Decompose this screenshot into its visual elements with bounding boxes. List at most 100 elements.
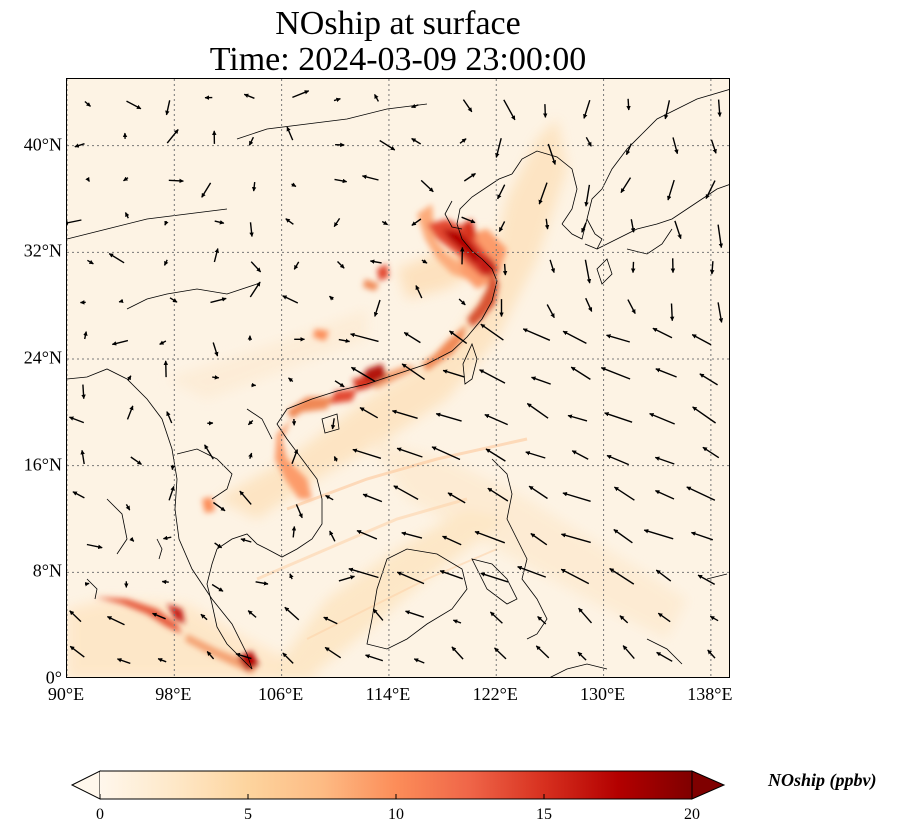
wind-arrow <box>295 504 303 519</box>
map-title: NOship at surface <box>275 5 521 42</box>
wind-arrow <box>405 610 425 618</box>
wind-arrow <box>291 449 299 465</box>
wind-arrow <box>690 531 714 541</box>
wind-arrow <box>240 537 252 543</box>
wind-arrow <box>381 220 388 226</box>
lon-tick-label: 130°E <box>579 684 626 704</box>
wind-arrow <box>126 375 132 381</box>
wind-arrow <box>324 646 342 659</box>
wind-arrow <box>204 444 214 460</box>
wind-arrow <box>87 259 94 265</box>
wind-arrow <box>359 406 379 419</box>
wind-arrow <box>415 285 423 299</box>
lat-tick-label: 24°N <box>23 347 62 368</box>
wind-arrow <box>577 651 587 661</box>
wind-arrow <box>503 99 516 121</box>
wind-arrow <box>338 575 355 582</box>
wind-arrow <box>461 216 476 224</box>
wind-arrow <box>396 571 425 585</box>
wind-arrow <box>250 261 262 273</box>
wind-arrow <box>458 298 466 306</box>
colorbar-label: NOship (ppbv) <box>768 770 877 790</box>
wind-arrow <box>686 486 716 501</box>
wind-arrow <box>442 369 465 378</box>
wind-arrow <box>210 297 227 304</box>
wind-arrow <box>338 338 351 344</box>
wind-arrow <box>643 529 674 540</box>
wind-arrow <box>348 567 379 579</box>
wind-arrow <box>116 658 131 665</box>
wind-arrow <box>669 303 675 322</box>
wind-arrow <box>498 221 506 232</box>
colorbar-tick-label: 10 <box>388 806 404 823</box>
wind-arrow <box>585 297 593 312</box>
wind-arrow <box>537 615 547 625</box>
wind-arrow <box>626 98 631 111</box>
wind-arrow <box>333 97 341 102</box>
wind-arrow <box>570 366 591 380</box>
wind-arrow <box>655 368 677 378</box>
wind-arrow <box>584 184 591 207</box>
wind-arrow <box>487 487 509 502</box>
wind-arrow <box>439 570 463 580</box>
wind-arrow <box>69 610 82 623</box>
wind-arrow <box>81 384 86 400</box>
wind-arrow <box>691 333 712 346</box>
wind-arrow <box>699 373 718 386</box>
wind-arrow <box>84 581 90 587</box>
colorbar-tickmarks <box>99 794 693 799</box>
wind-arrow <box>674 220 682 240</box>
wind-arrow <box>431 446 461 461</box>
wind-arrow <box>585 136 592 147</box>
wind-arrow <box>74 143 85 148</box>
wind-arrow <box>106 615 125 626</box>
wind-arrow <box>620 177 632 193</box>
wind-arrow <box>546 304 555 319</box>
wind-arrow <box>288 377 294 383</box>
wind-arrow <box>630 219 636 233</box>
wind-arrow <box>535 645 550 659</box>
wind-arrow <box>495 138 502 158</box>
wind-arrow <box>413 658 425 664</box>
wind-arrow <box>292 90 310 99</box>
wind-arrow <box>411 218 422 226</box>
wind-arrow <box>442 535 462 546</box>
wind-arrow <box>282 295 299 304</box>
wind-arrow <box>239 490 252 505</box>
wind-arrow <box>528 485 548 500</box>
wind-arrow <box>697 574 716 586</box>
lat-tick-label: 40°N <box>23 134 62 155</box>
lat-tick-label: 16°N <box>23 454 62 475</box>
wind-arrow <box>583 99 591 119</box>
wind-arrow <box>420 179 434 193</box>
wind-arrow <box>396 447 423 458</box>
wind-arrow <box>496 184 506 200</box>
wind-arrow <box>619 615 629 624</box>
wind-arrow <box>663 100 671 120</box>
wind-arrow <box>479 369 506 384</box>
wind-arrow <box>717 224 724 249</box>
wind-arrow <box>411 103 419 109</box>
gridlines <box>67 79 729 677</box>
wind-arrow <box>562 492 591 502</box>
wind-arrow <box>80 449 85 465</box>
wind-arrow <box>200 613 208 621</box>
wind-arrow <box>480 572 509 583</box>
wind-arrow <box>212 342 219 357</box>
wind-arrow <box>130 456 142 465</box>
wind-arrow <box>401 363 425 380</box>
wind-arrow <box>609 567 635 585</box>
wind-arrow <box>255 581 269 586</box>
wind-arrow <box>152 612 166 620</box>
wind-arrow <box>522 328 551 341</box>
lat-tick-label: 32°N <box>23 240 62 261</box>
wind-arrow <box>562 330 587 345</box>
wind-arrow <box>538 182 548 205</box>
wind-arrow <box>717 99 722 117</box>
wind-arrow <box>351 366 376 383</box>
wind-arrow <box>379 139 396 151</box>
wind-arrow <box>159 340 167 346</box>
wind-arrow <box>702 446 720 459</box>
wind-arrow <box>449 330 468 344</box>
wind-arrow <box>373 94 380 102</box>
